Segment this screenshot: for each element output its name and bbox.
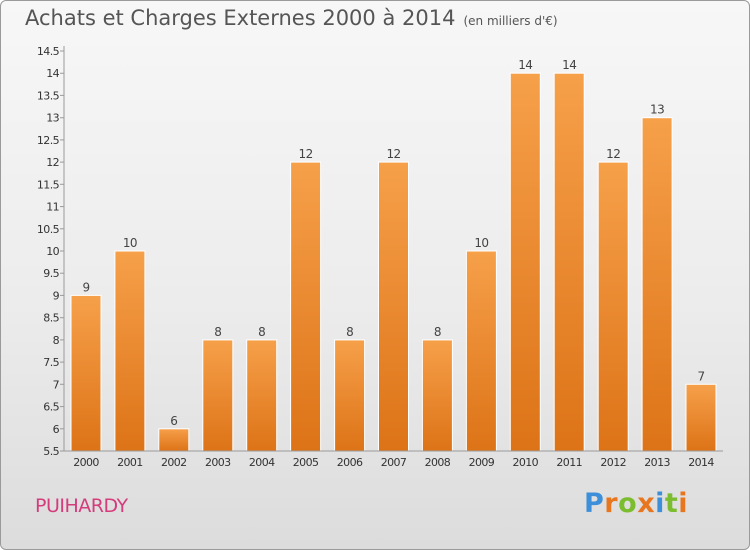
x-tick-label-2014: 2014: [688, 456, 714, 469]
x-tick-label-2005: 2005: [293, 456, 319, 469]
y-tick-label: 8.5: [43, 312, 59, 325]
x-tick-label-2006: 2006: [337, 456, 363, 469]
y-tick-label: 14.5: [37, 45, 60, 58]
y-tick-label: 12: [46, 156, 59, 169]
data-label-2005: 12: [299, 147, 313, 161]
y-tick-label: 5.5: [43, 445, 59, 458]
chart-subtitle: (en milliers d'€): [463, 14, 558, 28]
data-label-2003: 8: [214, 325, 221, 339]
y-tick-label: 9: [53, 289, 60, 302]
bar-2008: [421, 339, 453, 452]
x-tick-label-2004: 2004: [249, 456, 275, 469]
y-tick-label: 13.5: [37, 89, 60, 102]
commune-name: PUIHARDY: [35, 495, 128, 517]
data-label-2008: 8: [434, 325, 441, 339]
x-tick-label-2009: 2009: [469, 456, 495, 469]
data-label-2001: 10: [123, 236, 137, 250]
y-tick-label: 8: [53, 334, 60, 347]
bar-2002: [158, 428, 190, 452]
y-tick-label: 7: [53, 378, 60, 391]
y-tick-label: 13: [46, 112, 59, 125]
data-label-2007: 12: [386, 147, 400, 161]
x-tick-label-2013: 2013: [644, 456, 670, 469]
logo-letter: t: [664, 488, 679, 519]
y-tick-label: 10.5: [37, 223, 60, 236]
bar-2006: [334, 339, 366, 452]
bar-2009: [465, 250, 497, 452]
logo-letter: i: [655, 488, 665, 519]
y-tick-label: 7.5: [43, 356, 59, 369]
logo-letter: x: [637, 488, 656, 519]
y-tick-label: 11.5: [37, 178, 60, 191]
data-label-2014: 7: [697, 369, 704, 383]
x-tick-label-2000: 2000: [73, 456, 99, 469]
y-tick-label: 11: [46, 201, 59, 214]
bars-layer: 9 10 6 8 8 12 8 12 8 10 14 14 12 13 7: [70, 58, 717, 452]
x-tick-label-2008: 2008: [425, 456, 451, 469]
proxiti-logo[interactable]: Proxiti: [584, 488, 688, 519]
bar-2004: [246, 339, 278, 452]
chart-title-text: Achats et Charges Externes 2000 à 2014: [25, 6, 456, 30]
x-tick-label-2012: 2012: [600, 456, 626, 469]
data-label-2013: 13: [650, 103, 664, 117]
logo-letter: P: [584, 488, 605, 519]
y-tick-label: 6.5: [43, 401, 59, 414]
bar-2003: [202, 339, 234, 452]
x-tick-label-2001: 2001: [117, 456, 143, 469]
bar-2001: [114, 250, 146, 452]
logo-letter: i: [678, 488, 689, 519]
data-label-2004: 8: [258, 325, 265, 339]
y-tick-label: 9.5: [43, 267, 59, 280]
x-tick-label-2010: 2010: [512, 456, 538, 469]
bar-2011: [553, 72, 585, 452]
data-label-2009: 10: [474, 236, 488, 250]
x-tick-label-2002: 2002: [161, 456, 187, 469]
x-tick-label-2007: 2007: [381, 456, 407, 469]
bar-2014: [685, 383, 717, 452]
data-label-2002: 6: [170, 414, 177, 428]
data-label-2010: 14: [518, 58, 532, 72]
y-tick-label: 14: [46, 67, 59, 80]
x-tick-label-2011: 2011: [556, 456, 582, 469]
logo-letter: o: [618, 488, 638, 519]
data-label-2000: 9: [82, 280, 89, 294]
y-tick-label: 6: [53, 423, 60, 436]
data-label-2012: 12: [606, 147, 620, 161]
data-label-2006: 8: [346, 325, 353, 339]
bar-2005: [290, 161, 322, 452]
data-label-2011: 14: [562, 58, 576, 72]
bar-2000: [70, 294, 102, 452]
y-tick-label: 10: [46, 245, 59, 258]
bar-2012: [597, 161, 629, 452]
bar-2013: [641, 117, 673, 452]
axes-layer: 2000 2001 2002 2003 2004 2005 2006 2007 2008 2009…: [37, 45, 723, 469]
y-tick-label: 12.5: [37, 134, 60, 147]
bar-2007: [378, 161, 409, 452]
chart-title: Achats et Charges Externes 2000 à 2014 (e…: [25, 6, 558, 30]
bar-2010: [509, 72, 541, 452]
logo-letter: r: [604, 488, 619, 519]
x-tick-label-2003: 2003: [205, 456, 231, 469]
